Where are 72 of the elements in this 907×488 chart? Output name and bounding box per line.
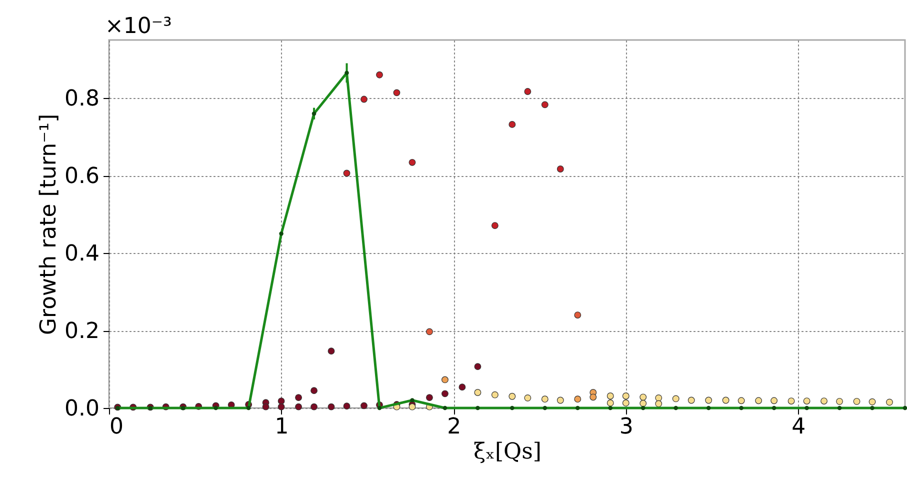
point bbox=[688, 396, 695, 404]
point bbox=[262, 403, 270, 410]
point bbox=[343, 170, 350, 177]
point bbox=[556, 396, 564, 404]
point bbox=[310, 387, 318, 394]
point bbox=[541, 396, 548, 403]
point bbox=[474, 389, 482, 396]
point bbox=[524, 88, 532, 95]
point bbox=[491, 222, 498, 230]
point bbox=[408, 403, 416, 410]
point bbox=[442, 390, 448, 398]
y-tick-label: 0.4 bbox=[64, 242, 100, 267]
point bbox=[770, 397, 778, 404]
point bbox=[508, 392, 516, 400]
point bbox=[788, 398, 795, 404]
y-tick-label: 0.6 bbox=[64, 164, 100, 190]
point bbox=[541, 101, 548, 108]
point bbox=[458, 384, 466, 391]
point bbox=[278, 398, 285, 404]
point bbox=[738, 397, 745, 404]
point bbox=[640, 400, 647, 407]
text: ×10⁻³ bbox=[105, 14, 172, 39]
point bbox=[590, 394, 597, 401]
point bbox=[442, 376, 448, 384]
x-axis-title: ξₓ[Qs] bbox=[474, 440, 542, 464]
point bbox=[474, 363, 482, 370]
point bbox=[606, 400, 614, 406]
x-tick-label: 2 bbox=[447, 414, 462, 440]
point bbox=[278, 403, 285, 410]
point bbox=[655, 400, 662, 408]
point bbox=[803, 398, 810, 404]
point bbox=[376, 71, 383, 78]
y-axis-title: Growth rate [turn⁻¹] bbox=[36, 114, 62, 336]
point bbox=[886, 398, 893, 406]
point bbox=[705, 396, 712, 404]
point bbox=[524, 394, 532, 402]
x-tick-label: 0 bbox=[110, 414, 124, 440]
point bbox=[343, 402, 350, 410]
point bbox=[820, 398, 828, 404]
point bbox=[328, 403, 335, 410]
y-tick-label: 0.2 bbox=[64, 319, 100, 344]
y-tick-label: 0.8 bbox=[64, 86, 100, 112]
point bbox=[295, 394, 302, 401]
point bbox=[574, 312, 582, 318]
point bbox=[491, 391, 498, 398]
x-tick-label: 3 bbox=[619, 414, 634, 440]
point bbox=[672, 395, 680, 402]
point bbox=[328, 348, 335, 355]
point bbox=[556, 166, 564, 172]
point bbox=[622, 392, 630, 400]
x-tick-label: 1 bbox=[274, 414, 289, 440]
point bbox=[853, 398, 860, 405]
point bbox=[360, 402, 368, 410]
point bbox=[655, 394, 662, 402]
point bbox=[393, 89, 400, 96]
point bbox=[310, 403, 318, 410]
point bbox=[755, 397, 762, 404]
point bbox=[868, 398, 876, 406]
point bbox=[508, 120, 516, 128]
point bbox=[640, 394, 647, 401]
point bbox=[622, 400, 630, 406]
point bbox=[295, 403, 302, 410]
point bbox=[426, 328, 433, 336]
point bbox=[360, 96, 368, 103]
point bbox=[836, 398, 843, 405]
x-tick-label: 4 bbox=[792, 414, 806, 440]
point bbox=[408, 158, 416, 166]
point bbox=[606, 392, 614, 400]
point bbox=[426, 394, 433, 401]
point bbox=[722, 396, 730, 404]
point bbox=[574, 396, 582, 403]
y-tick-label: 0.0 bbox=[64, 396, 100, 422]
